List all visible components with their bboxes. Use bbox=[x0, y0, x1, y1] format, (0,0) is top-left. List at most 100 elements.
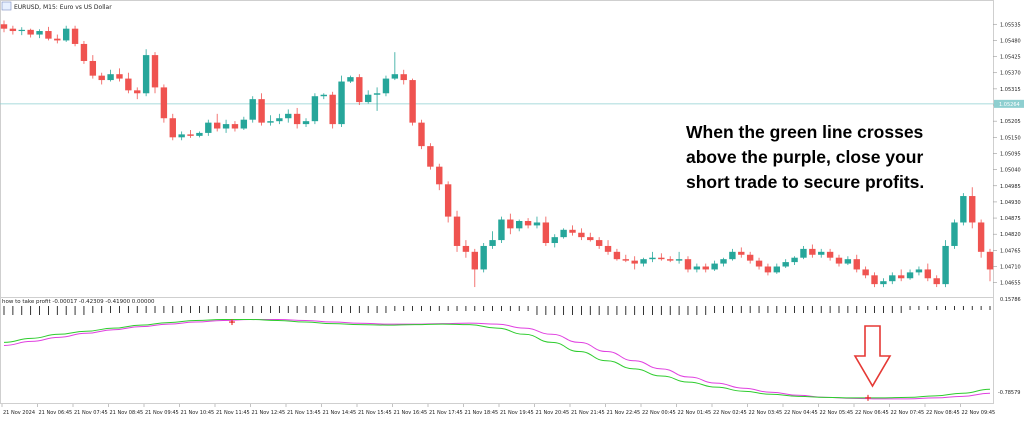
candle-body bbox=[542, 222, 550, 244]
candle-body bbox=[80, 43, 88, 61]
candle bbox=[729, 248, 736, 261]
candle-body bbox=[258, 99, 265, 123]
price-tick-label: 1.04820 bbox=[1000, 232, 1021, 238]
candle-body bbox=[675, 259, 683, 261]
candle-body bbox=[267, 121, 274, 123]
candle-body bbox=[489, 240, 496, 246]
candle bbox=[507, 213, 514, 235]
candle bbox=[409, 78, 416, 126]
candle-body bbox=[507, 219, 514, 229]
time-tick-label: 21 Nov 21:45 bbox=[571, 410, 605, 416]
candle bbox=[551, 234, 558, 248]
time-tick-label: 22 Nov 03:45 bbox=[749, 410, 783, 416]
time-tick-label: 21 Nov 06:45 bbox=[39, 410, 73, 416]
candle bbox=[0, 20, 8, 33]
candle bbox=[569, 225, 576, 236]
candle-body bbox=[249, 99, 256, 120]
candle-body bbox=[471, 251, 478, 270]
candle bbox=[205, 119, 212, 136]
candle bbox=[622, 254, 629, 263]
candle bbox=[720, 257, 727, 267]
time-tick-label: 21 Nov 08:45 bbox=[110, 410, 144, 416]
candle-body bbox=[755, 260, 763, 267]
candle bbox=[533, 216, 541, 229]
candle bbox=[924, 263, 932, 282]
chart-title: EURUSD, M15: Euro vs US Dollar bbox=[14, 4, 112, 11]
candle bbox=[400, 69, 407, 85]
green-line bbox=[3, 319, 991, 399]
candle-body bbox=[738, 251, 745, 255]
time-tick-label: 21 Nov 15:45 bbox=[358, 410, 392, 416]
candle bbox=[702, 263, 709, 273]
candle-body bbox=[649, 257, 656, 260]
time-tick-label: 21 Nov 19:45 bbox=[500, 410, 534, 416]
candle bbox=[640, 257, 647, 267]
candle-body bbox=[587, 237, 594, 241]
candle bbox=[658, 253, 665, 261]
candle bbox=[267, 115, 274, 126]
candle-body bbox=[356, 77, 363, 103]
candle-body bbox=[276, 118, 283, 122]
candle-body bbox=[98, 75, 105, 81]
candle bbox=[969, 187, 976, 229]
price-tick-label: 1.05480 bbox=[1000, 38, 1021, 44]
candle-body bbox=[720, 259, 727, 264]
price-tick-label: 1.05315 bbox=[1000, 87, 1021, 93]
candle bbox=[293, 107, 301, 129]
candle-body bbox=[578, 232, 585, 238]
candle-body bbox=[791, 257, 798, 263]
price-tick-label: 1.05370 bbox=[1000, 71, 1021, 77]
candle bbox=[835, 254, 843, 267]
candle bbox=[977, 219, 985, 258]
time-tick-label: 21 Nov 14:45 bbox=[323, 410, 357, 416]
candle bbox=[480, 243, 487, 273]
time-tick-label: 21 Nov 07:45 bbox=[74, 410, 108, 416]
candle-body bbox=[444, 184, 452, 217]
candle bbox=[631, 256, 638, 270]
candle bbox=[54, 34, 61, 44]
candle-body bbox=[311, 96, 319, 122]
price-tick-label: 1.04710 bbox=[1000, 265, 1021, 271]
candle bbox=[89, 55, 97, 79]
candle bbox=[667, 256, 674, 263]
time-tick-label: 22 Nov 07:45 bbox=[891, 410, 925, 416]
candle-body bbox=[613, 251, 621, 260]
candle-body bbox=[782, 262, 789, 267]
candle bbox=[196, 131, 203, 138]
candle-body bbox=[418, 122, 425, 147]
candle bbox=[613, 248, 621, 261]
price-tick-label: 1.04930 bbox=[1000, 200, 1021, 206]
current-price-box bbox=[994, 99, 1024, 108]
candle bbox=[302, 118, 310, 128]
candle-body bbox=[942, 245, 949, 285]
candle bbox=[738, 247, 745, 258]
candle-body bbox=[800, 248, 807, 258]
candle bbox=[818, 248, 825, 258]
candle-body bbox=[951, 222, 958, 246]
candle-body bbox=[595, 240, 603, 246]
candle bbox=[134, 87, 141, 100]
candle-body bbox=[702, 266, 709, 270]
candle-body bbox=[906, 272, 914, 279]
candle-body bbox=[862, 269, 869, 276]
candle bbox=[453, 210, 461, 252]
time-tick-label: 21 Nov 13:45 bbox=[287, 410, 321, 416]
candle-body bbox=[711, 263, 718, 270]
time-tick-label: 21 Nov 11:45 bbox=[216, 410, 250, 416]
candle bbox=[213, 113, 221, 132]
candle bbox=[320, 93, 327, 100]
candle bbox=[329, 91, 336, 129]
price-tick-label: 1.05425 bbox=[1000, 55, 1021, 61]
time-tick-label: 21 Nov 20:45 bbox=[536, 410, 570, 416]
candle-body bbox=[880, 281, 887, 285]
candle bbox=[444, 181, 452, 223]
candle-body bbox=[462, 245, 470, 252]
candle bbox=[107, 69, 114, 82]
price-tick-label: 1.05040 bbox=[1000, 168, 1021, 174]
candle bbox=[373, 87, 381, 111]
candle-body bbox=[844, 259, 852, 264]
candle bbox=[187, 129, 194, 138]
candle-body bbox=[871, 275, 878, 285]
